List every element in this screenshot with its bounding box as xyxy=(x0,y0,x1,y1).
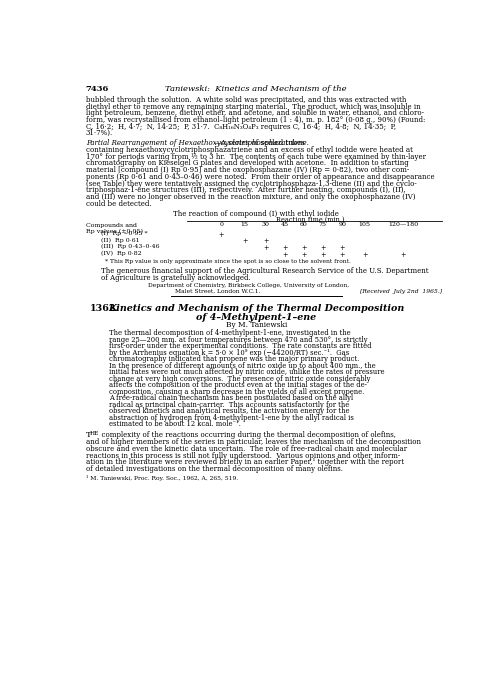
Text: 7436: 7436 xyxy=(86,85,109,93)
Text: * This Rp value is only approximate since the spot is so close to the solvent fr: * This Rp value is only approximate sinc… xyxy=(105,259,351,265)
Text: radical as principal chain-carrier.  This accounts satisfactorily for the: radical as principal chain-carrier. This… xyxy=(109,401,349,409)
Text: composition, causing a sharp decrease in the yields of all except propene.: composition, causing a sharp decrease in… xyxy=(109,388,364,396)
Text: +: + xyxy=(242,238,248,245)
Text: Malet Street, London W.C.1.: Malet Street, London W.C.1. xyxy=(175,289,260,294)
Text: chromatography indicated that propene was the major primary product.: chromatography indicated that propene wa… xyxy=(109,355,359,363)
Text: 45: 45 xyxy=(281,222,289,227)
Text: The thermal decomposition of 4-methylpent-1-ene, investigated in the: The thermal decomposition of 4-methylpen… xyxy=(109,329,350,337)
Text: of 4–Methylpent-1–ene: of 4–Methylpent-1–ene xyxy=(196,312,316,322)
Text: +: + xyxy=(401,251,406,259)
Text: Compounds and: Compounds and xyxy=(86,223,137,228)
Text: 0: 0 xyxy=(220,222,224,227)
Text: 105: 105 xyxy=(359,222,371,227)
Text: 75: 75 xyxy=(319,222,327,227)
Text: estimated to be about 12 kcal. mole⁻¹.: estimated to be about 12 kcal. mole⁻¹. xyxy=(109,420,241,428)
Text: ponents (Rp 0·61 and 0·43–0·46) were noted.  From their order of appearance and : ponents (Rp 0·61 and 0·43–0·46) were not… xyxy=(86,173,435,181)
Text: triphosphaz-1-ene structures (III), respectively.  After further heating, compou: triphosphaz-1-ene structures (III), resp… xyxy=(86,186,406,194)
Text: (III)  Rp 0·43–0·46: (III) Rp 0·43–0·46 xyxy=(101,244,160,249)
Text: +: + xyxy=(320,244,326,252)
Text: +: + xyxy=(263,244,268,252)
Text: T: T xyxy=(86,431,92,439)
Text: +: + xyxy=(282,251,288,259)
Text: +: + xyxy=(320,251,326,259)
Text: 90: 90 xyxy=(338,222,346,227)
Text: A free-radical chain mechanism has been postulated based on the allyl: A free-radical chain mechanism has been … xyxy=(109,394,353,403)
Text: HE: HE xyxy=(89,431,99,436)
Text: Taniewski:  Kinetics and Mechanism of the: Taniewski: Kinetics and Mechanism of the xyxy=(166,85,347,93)
Text: ation in the literature were reviewed briefly in an earlier Paper,¹ together wit: ation in the literature were reviewed br… xyxy=(86,458,404,466)
Text: +: + xyxy=(362,251,368,259)
Text: initial rates were not much affected by nitric oxide, unlike the rates of pressu: initial rates were not much affected by … xyxy=(109,368,384,376)
Text: The reaction of compound (I) with ethyl iodide: The reaction of compound (I) with ethyl … xyxy=(174,210,339,217)
Text: +: + xyxy=(340,251,345,259)
Text: (II)  Rp 0·61: (II) Rp 0·61 xyxy=(101,238,140,242)
Text: affects the composition of the products even at the initial stages of the de-: affects the composition of the products … xyxy=(109,382,367,389)
Text: 31·7%).: 31·7%). xyxy=(86,129,113,137)
Text: Rp values (±0·05): Rp values (±0·05) xyxy=(86,229,143,234)
Text: 120—180: 120—180 xyxy=(388,222,418,227)
Text: +: + xyxy=(218,231,224,239)
Text: +: + xyxy=(301,244,306,252)
Text: (IV)  Rp 0·82: (IV) Rp 0·82 xyxy=(101,251,142,256)
Text: 15: 15 xyxy=(240,222,248,227)
Text: of Agriculture is gratefully acknowledged.: of Agriculture is gratefully acknowledge… xyxy=(101,274,251,282)
Text: change at very high conversions.  The presence of nitric oxide considerably: change at very high conversions. The pre… xyxy=(109,375,370,383)
Text: (see Table) they were tentatively assigned the cyclotriphosphaza-1,3-diene (II) : (see Table) they were tentatively assign… xyxy=(86,179,416,187)
Text: (I)  Rp ~0·95 *: (I) Rp ~0·95 * xyxy=(101,231,148,236)
Text: [Received  July 2nd  1965.]: [Received July 2nd 1965.] xyxy=(360,289,442,294)
Text: Reaction time (min.): Reaction time (min.) xyxy=(276,217,345,224)
Text: —A series of sealed tubes: —A series of sealed tubes xyxy=(214,139,304,147)
Text: +: + xyxy=(263,238,268,245)
Text: ¹ M. Taniewski, Proc. Roy. Soc., 1962, A, 265, 519.: ¹ M. Taniewski, Proc. Roy. Soc., 1962, A… xyxy=(86,475,238,481)
Text: by the Arrhenius equation k = 5·0 × 10⁹ exp (−44200/RT) sec.⁻¹.  Gas: by the Arrhenius equation k = 5·0 × 10⁹ … xyxy=(109,349,349,357)
Text: C, 16·2;  H, 4·7;  N, 14·25;  P, 31·7.  C₈H₁₆N₃O₄P₃ requires C, 16·4;  H, 4·8;  : C, 16·2; H, 4·7; N, 14·25; P, 31·7. C₈H₁… xyxy=(86,123,396,130)
Text: By M. Taniewski: By M. Taniewski xyxy=(226,320,287,329)
Text: 60: 60 xyxy=(300,222,308,227)
Text: and of higher members of the series in particular, leaves the mechanism of the d: and of higher members of the series in p… xyxy=(86,438,421,446)
Text: Partial Rearrangement of Hexaethoxycyclotriphosphazatriene.: Partial Rearrangement of Hexaethoxycyclo… xyxy=(86,139,308,147)
Text: obscure and even the kinetic data uncertain.  The role of free-radical chain and: obscure and even the kinetic data uncert… xyxy=(86,445,407,453)
Text: could be detected.: could be detected. xyxy=(86,200,152,208)
Text: abstraction of hydrogen from 4-methylpent-1-ene by the allyl radical is: abstraction of hydrogen from 4-methylpen… xyxy=(109,414,354,422)
Text: material [compound (I) Rp 0·95] and the oxophosphazane (IV) (Rp = 0·82), two oth: material [compound (I) Rp 0·95] and the … xyxy=(86,166,409,174)
Text: containing hexaethoxycyclotriphosphazatriene and an excess of ethyl iodide were : containing hexaethoxycyclotriphosphazatr… xyxy=(86,146,412,154)
Text: reactions in this process is still not fully understood.  Various opinions and o: reactions in this process is still not f… xyxy=(86,452,400,460)
Text: bubbled through the solution.  A white solid was precipitated, and this was extr: bubbled through the solution. A white so… xyxy=(86,96,406,104)
Text: observed kinetics and analytical results, the activation energy for the: observed kinetics and analytical results… xyxy=(109,407,350,416)
Text: chromatography on Kieselgel G plates and developed with acetone.  In addition to: chromatography on Kieselgel G plates and… xyxy=(86,160,408,168)
Text: 170° for periods varing from ½ to 3 hr.  The contents of each tube were examined: 170° for periods varing from ½ to 3 hr. … xyxy=(86,153,426,161)
Text: In the presence of different amounts of nitric oxide up to about 400 mm., the: In the presence of different amounts of … xyxy=(109,362,376,370)
Text: Kinetics and Mechanism of the Thermal Decomposition: Kinetics and Mechanism of the Thermal De… xyxy=(108,304,405,313)
Text: +: + xyxy=(301,251,306,259)
Text: complexity of the reactions occurring during the thermal decomposition of olefin: complexity of the reactions occurring du… xyxy=(96,431,396,439)
Text: range 25—200 mm. at four temperatures between 470 and 530°, is strictly: range 25—200 mm. at four temperatures be… xyxy=(109,336,368,344)
Text: Department of Chemistry, Birkbeck College, University of London,: Department of Chemistry, Birkbeck Colleg… xyxy=(148,283,349,288)
Text: The generous financial support of the Agricultural Research Service of the U.S. : The generous financial support of the Ag… xyxy=(101,267,429,275)
Text: diethyl ether to remove any remaining starting material.  The product, which was: diethyl ether to remove any remaining st… xyxy=(86,103,420,111)
Text: 30: 30 xyxy=(262,222,270,227)
Text: light petroleum, benzene, diethyl ether, and acetone, and soluble in water, etha: light petroleum, benzene, diethyl ether,… xyxy=(86,109,424,117)
Text: of detailed investigations on the thermal decomposition of many olefins.: of detailed investigations on the therma… xyxy=(86,465,343,473)
Text: 1362.: 1362. xyxy=(90,304,120,313)
Text: +: + xyxy=(282,244,288,252)
Text: and (III) were no longer observed in the reaction mixture, and only the oxophosp: and (III) were no longer observed in the… xyxy=(86,193,415,201)
Text: form, was recrystallised from ethanol–light petroleum (1 : 4), m. p. 182° (0·08 : form, was recrystallised from ethanol–li… xyxy=(86,116,425,124)
Text: first-order under the experimental conditions.  The rate constants are fitted: first-order under the experimental condi… xyxy=(109,342,372,350)
Text: +: + xyxy=(340,244,345,252)
